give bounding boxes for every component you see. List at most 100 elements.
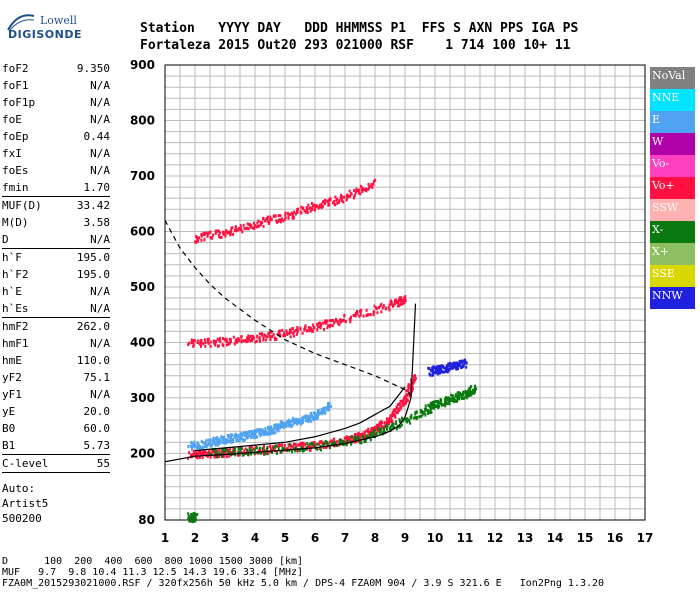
x-tick-label: 13 xyxy=(517,531,534,545)
echo-point xyxy=(260,223,263,227)
echo-point xyxy=(280,450,283,454)
echo-point xyxy=(291,416,294,420)
echo-point xyxy=(342,195,345,199)
echo-point xyxy=(429,368,432,372)
echo-point xyxy=(336,320,339,324)
echo-point xyxy=(270,428,273,432)
echo-point xyxy=(195,451,198,455)
echo-point xyxy=(415,410,418,414)
echo-point xyxy=(285,329,288,333)
echo-point xyxy=(390,423,393,427)
echo-point xyxy=(309,328,312,332)
echo-point xyxy=(323,198,326,202)
legend-item: X+ xyxy=(650,243,695,265)
echo-point xyxy=(332,441,335,445)
echo-point xyxy=(194,240,197,244)
echo-point xyxy=(394,299,397,303)
echo-point xyxy=(286,449,289,453)
echo-point xyxy=(469,385,472,389)
echo-point xyxy=(406,398,409,402)
echo-point xyxy=(349,194,352,198)
y-tick-label: 80 xyxy=(138,513,155,527)
echo-point xyxy=(408,393,411,397)
echo-point xyxy=(299,327,302,331)
echo-point xyxy=(237,337,240,341)
echo-point xyxy=(274,214,277,218)
echo-point xyxy=(385,425,388,429)
echo-point xyxy=(369,431,372,435)
echo-point xyxy=(304,326,307,330)
echo-point xyxy=(190,445,193,449)
param-name: B0 xyxy=(2,422,16,435)
echo-point xyxy=(435,404,438,408)
echo-point xyxy=(222,436,225,440)
echo-point xyxy=(433,403,436,407)
param-value: 262.0 xyxy=(76,320,110,333)
echo-point xyxy=(214,343,217,347)
echo-point xyxy=(311,207,314,211)
param-value: N/A xyxy=(90,164,110,177)
echo-point xyxy=(449,361,452,365)
echo-point xyxy=(283,331,286,335)
echo-point xyxy=(419,408,422,412)
echo-point xyxy=(227,341,230,345)
echo-point xyxy=(318,325,321,329)
param-name: hmF1 xyxy=(2,337,29,350)
echo-point xyxy=(357,439,360,443)
echo-point xyxy=(441,403,444,407)
echo-point xyxy=(331,324,334,328)
echo-point xyxy=(221,436,224,440)
echo-point xyxy=(318,447,321,451)
param-name: MUF(D) xyxy=(2,199,42,212)
echo-point xyxy=(459,364,462,368)
echo-point xyxy=(370,182,373,186)
echo-point xyxy=(272,333,275,337)
echo-point xyxy=(359,433,362,437)
echo-point xyxy=(451,394,454,398)
param-row: hmF1 N/A xyxy=(2,335,110,352)
echo-point xyxy=(324,410,327,414)
param-value: 3.58 xyxy=(83,216,111,229)
legend-item: SSE xyxy=(650,265,695,287)
echo-point xyxy=(452,400,455,404)
echo-point xyxy=(444,404,447,408)
echo-point xyxy=(367,433,370,437)
echo-point xyxy=(286,333,289,337)
echo-point xyxy=(290,419,293,423)
echo-point xyxy=(227,435,230,439)
echo-point xyxy=(200,234,203,238)
echo-point xyxy=(263,444,266,448)
echo-point xyxy=(460,366,463,370)
param-name: h`Es xyxy=(2,302,29,315)
echo-point xyxy=(336,440,339,444)
y-tick-label: 700 xyxy=(130,169,155,183)
echo-point xyxy=(188,517,191,521)
echo-point xyxy=(300,444,303,448)
echo-point xyxy=(202,440,205,444)
echo-point xyxy=(215,339,218,343)
echo-point xyxy=(399,406,402,410)
echo-point xyxy=(237,453,240,457)
echo-point xyxy=(192,516,195,520)
echo-point xyxy=(399,425,402,429)
echo-point xyxy=(279,422,282,426)
echo-point xyxy=(270,447,273,451)
echo-point xyxy=(213,455,216,459)
echo-point xyxy=(275,337,278,341)
echo-point xyxy=(252,447,255,451)
echo-point xyxy=(385,427,388,431)
echo-point xyxy=(330,442,333,446)
echo-point xyxy=(210,236,213,240)
x-tick-label: 17 xyxy=(637,531,654,545)
echo-point xyxy=(293,442,296,446)
echo-point xyxy=(268,429,271,433)
echo-point xyxy=(209,344,212,348)
echo-point xyxy=(431,372,434,376)
echo-point xyxy=(366,313,369,317)
param-name: h`E xyxy=(2,285,22,298)
echo-point xyxy=(297,443,300,447)
echo-point xyxy=(229,340,232,344)
echo-point xyxy=(336,443,339,447)
param-value: 1.70 xyxy=(83,181,111,194)
